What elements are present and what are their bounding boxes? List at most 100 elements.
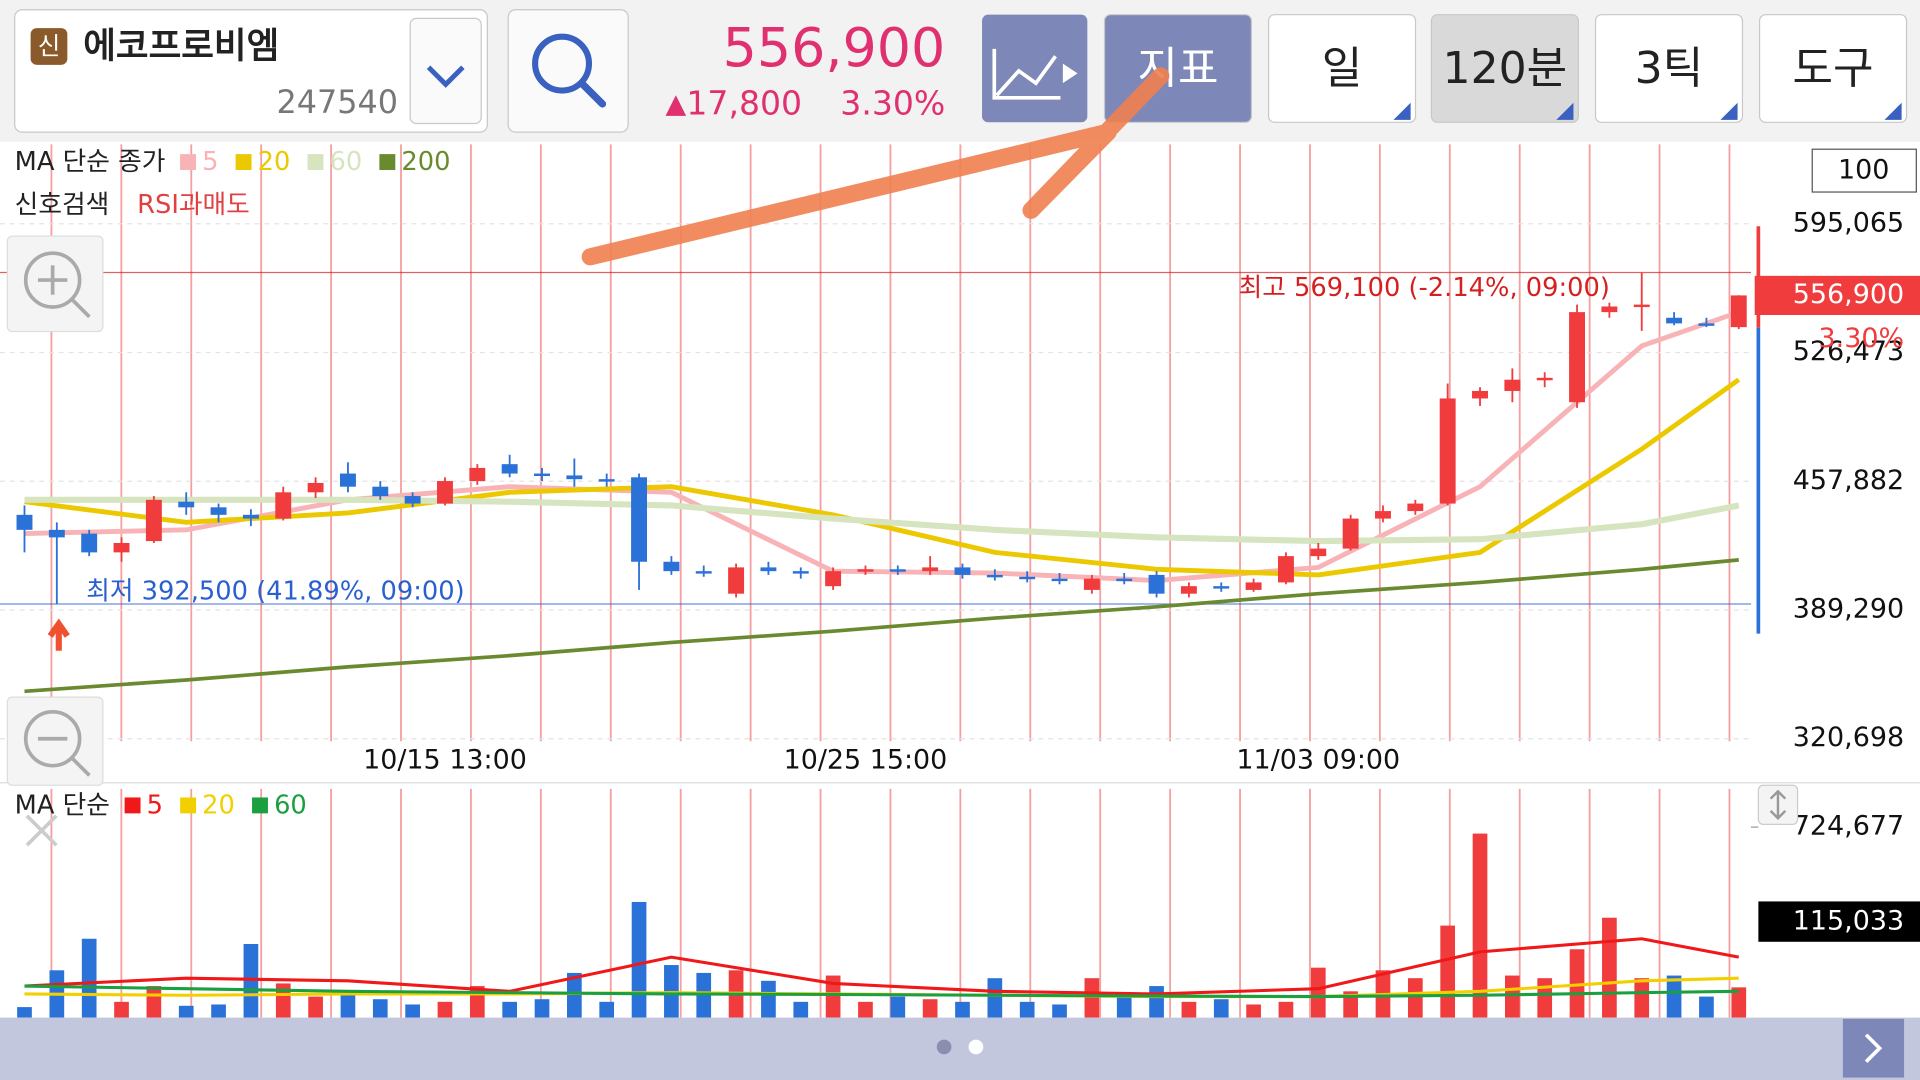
candle-body bbox=[1601, 306, 1618, 313]
candle-body bbox=[922, 567, 939, 572]
page-dot-active[interactable] bbox=[968, 1039, 984, 1055]
candle-body bbox=[501, 464, 518, 474]
next-button[interactable] bbox=[1842, 1018, 1905, 1078]
candle-body bbox=[81, 533, 98, 553]
volume-bar bbox=[1407, 978, 1423, 1018]
candle-body bbox=[728, 567, 745, 594]
candle-body bbox=[889, 569, 906, 572]
volume-bar bbox=[114, 1001, 129, 1018]
toolbar-button[interactable] bbox=[1267, 14, 1417, 123]
legend-title: MA 단순 bbox=[15, 791, 110, 821]
candle-body bbox=[339, 473, 356, 487]
toolbar-button-label: 3틱 bbox=[1635, 43, 1704, 94]
current-volume-label: 115,033 bbox=[1793, 906, 1904, 937]
toolbar-button-label: 도구 bbox=[1793, 43, 1874, 94]
zoom-in-icon-lines bbox=[37, 265, 91, 319]
x-tick-label: 11/03 09:00 bbox=[1236, 744, 1400, 775]
candle-body bbox=[210, 507, 227, 515]
page-dot[interactable] bbox=[936, 1039, 952, 1055]
candle-body bbox=[16, 514, 33, 530]
volume-bar bbox=[372, 999, 388, 1018]
candle-body bbox=[760, 567, 777, 572]
change-amount: 17,800 bbox=[686, 84, 802, 123]
candle-body bbox=[598, 479, 615, 482]
badge: 신 bbox=[38, 32, 61, 61]
candle-body bbox=[1342, 518, 1359, 549]
volume-bar bbox=[1246, 1004, 1261, 1018]
candle-body bbox=[1180, 586, 1197, 594]
volume-bar bbox=[405, 1004, 420, 1018]
candle-body bbox=[1439, 398, 1456, 504]
y-tick-label: 724,677 bbox=[1793, 811, 1904, 842]
scale-box-text: 100 bbox=[1838, 155, 1889, 186]
candle-body bbox=[469, 467, 486, 482]
toolbar-button-label: 일 bbox=[1322, 43, 1363, 94]
volume-bar bbox=[1310, 967, 1326, 1018]
y-tick-label: 389,290 bbox=[1793, 594, 1904, 625]
toolbar-button[interactable] bbox=[1594, 14, 1744, 123]
search-icon-handle bbox=[577, 79, 607, 108]
current-price: 556,900 bbox=[723, 16, 946, 79]
chart-type-button[interactable] bbox=[982, 14, 1088, 123]
legend-label: 20 bbox=[202, 791, 235, 821]
candle-body bbox=[113, 542, 130, 553]
candle-body bbox=[1633, 304, 1650, 308]
candle-body bbox=[1666, 317, 1683, 324]
y-tick-label: 595,065 bbox=[1793, 207, 1904, 238]
volume-bar bbox=[793, 1001, 809, 1018]
volume-bar bbox=[1731, 987, 1747, 1018]
scale-box[interactable] bbox=[1811, 148, 1917, 193]
zoom-out-icon-lines bbox=[37, 736, 91, 777]
ma-line bbox=[24, 309, 1740, 583]
last-price-box bbox=[1754, 275, 1920, 315]
resize-icon bbox=[1769, 789, 1787, 820]
volume-bar bbox=[1537, 978, 1553, 1018]
candle-body bbox=[1116, 578, 1133, 582]
annotation-text: 최저 392,500 (41.89%, 09:00) bbox=[86, 576, 464, 606]
candle-body bbox=[1536, 377, 1553, 381]
legend-swatch bbox=[180, 154, 197, 171]
volume-bar bbox=[340, 993, 356, 1018]
legend-label: 60 bbox=[274, 791, 307, 821]
toolbar-corner bbox=[1884, 102, 1902, 120]
candle-body bbox=[1051, 578, 1068, 582]
candle-body bbox=[1083, 578, 1100, 590]
zoom-in-icon bbox=[23, 251, 82, 309]
stock-box[interactable] bbox=[14, 9, 488, 133]
legend-label: 20 bbox=[258, 147, 291, 177]
candle-body bbox=[1310, 548, 1327, 557]
candle-body bbox=[1213, 586, 1230, 589]
change-arrow: ▲ bbox=[666, 89, 687, 120]
volume-bar bbox=[146, 986, 162, 1018]
search-button[interactable] bbox=[507, 9, 629, 133]
volume-bar bbox=[1569, 949, 1585, 1018]
candle-body bbox=[1504, 379, 1521, 391]
toolbar-button[interactable] bbox=[1430, 14, 1579, 123]
legend-swatch bbox=[379, 154, 396, 171]
candle-body bbox=[1148, 574, 1165, 594]
volume-bar bbox=[1343, 991, 1358, 1018]
x-tick-label: 10/25 15:00 bbox=[784, 744, 948, 775]
toolbar-button[interactable] bbox=[1758, 14, 1908, 123]
volume-bar bbox=[1149, 986, 1164, 1018]
candle-body bbox=[566, 475, 583, 480]
signal-label: 신호검색 bbox=[15, 190, 110, 220]
dropdown-button[interactable] bbox=[409, 17, 482, 125]
candle-body bbox=[1472, 390, 1488, 399]
volume-bar bbox=[1666, 975, 1682, 1018]
badge-bg bbox=[30, 28, 68, 65]
signal-value: RSI과매도 bbox=[137, 190, 250, 220]
volume-bar bbox=[1602, 917, 1617, 1018]
volume-bar bbox=[1084, 978, 1100, 1018]
candle-body bbox=[1698, 323, 1715, 326]
volume-bar bbox=[1213, 999, 1229, 1018]
volume-bar bbox=[955, 1001, 970, 1018]
volume-bar bbox=[275, 983, 291, 1018]
annotation-text: 최고 569,100 (-2.14%, 09:00) bbox=[1239, 273, 1610, 303]
legend-label: 200 bbox=[401, 147, 450, 177]
candle-body bbox=[242, 514, 259, 519]
candle-body bbox=[663, 561, 680, 572]
volume-bar bbox=[1699, 996, 1714, 1018]
close-indicator-icon[interactable] bbox=[25, 814, 58, 847]
